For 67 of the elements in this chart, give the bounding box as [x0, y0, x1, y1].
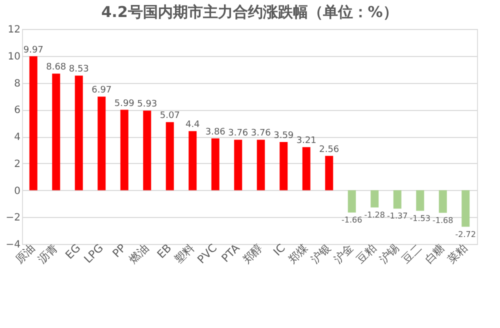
x-tick-label: 燃油: [126, 242, 152, 266]
x-tick-label: 郑煤: [286, 242, 311, 266]
x-tick-label: EG: [62, 242, 84, 262]
bar: [143, 110, 152, 190]
bar: [462, 190, 470, 227]
bar: [74, 76, 83, 190]
bar: [29, 56, 38, 190]
x-tick-label: 塑料: [172, 242, 197, 266]
x-tick-label: 沪金: [331, 242, 356, 266]
data-label: 5.93: [137, 100, 158, 110]
x-tick-label: 郑醇: [240, 242, 266, 266]
bar: [234, 140, 242, 190]
bar: [188, 131, 197, 190]
data-label: -2.72: [455, 230, 476, 239]
x-tick-label: 豆二: [400, 242, 424, 266]
data-label: -1.37: [387, 212, 408, 221]
x-tick-label: PTA: [219, 241, 243, 265]
y-tick-label: 0: [14, 186, 20, 197]
y-tick-label: 10: [8, 51, 20, 62]
bar: [120, 110, 128, 190]
data-label: -1.66: [342, 216, 362, 225]
bar: [302, 147, 310, 190]
bar: [416, 190, 424, 211]
x-tick-label: EB: [154, 242, 174, 261]
data-label: 5.07: [160, 111, 180, 122]
x-tick-label: 豆粕: [354, 242, 379, 266]
data-label: 5.99: [114, 98, 135, 109]
data-label: 4.4: [185, 120, 200, 130]
data-label: -1.68: [432, 216, 454, 225]
bar: [280, 142, 288, 190]
data-label: 8.68: [46, 62, 66, 73]
x-tick-label: PP: [110, 241, 129, 260]
x-tick-label: IC: [270, 241, 288, 258]
bar: [393, 190, 402, 209]
bar: [211, 138, 220, 190]
bar: [325, 156, 334, 190]
data-label: 6.97: [92, 86, 112, 96]
data-label: 9.97: [23, 45, 44, 56]
y-tick-label: 12: [8, 24, 20, 36]
bar: [348, 190, 356, 213]
data-label: 8.53: [68, 64, 89, 75]
bar: [370, 190, 379, 208]
y-tick-label: −2: [6, 212, 20, 224]
data-label: 3.76: [228, 128, 248, 139]
data-label: 2.56: [319, 144, 340, 155]
data-label: 3.76: [250, 128, 272, 139]
x-tick-label: 白糖: [422, 242, 448, 266]
data-label: 3.86: [205, 127, 226, 138]
data-label: 3.21: [296, 136, 316, 146]
bar: [438, 190, 447, 213]
y-tick-label: 6: [14, 105, 20, 116]
data-label: 3.59: [274, 131, 294, 142]
bar: [166, 122, 174, 190]
y-tick-label: 8: [14, 78, 20, 90]
y-tick-label: 4: [14, 132, 20, 143]
bar: [256, 140, 265, 190]
x-tick-label: 沪锡: [376, 242, 402, 266]
data-label: -1.28: [364, 210, 385, 220]
data-label: -1.53: [410, 214, 430, 223]
x-tick-label: 沪银: [308, 242, 334, 266]
x-tick-label: 菜粕: [445, 242, 470, 266]
y-tick-label: 2: [14, 158, 20, 170]
x-tick-label: 沥青: [36, 242, 60, 266]
chart-title: 4.2号国内期市主力合约涨跌幅（单位：%）: [101, 3, 398, 21]
bar: [98, 96, 106, 190]
y-tick-label: −4: [6, 240, 20, 250]
bar: [52, 74, 60, 190]
